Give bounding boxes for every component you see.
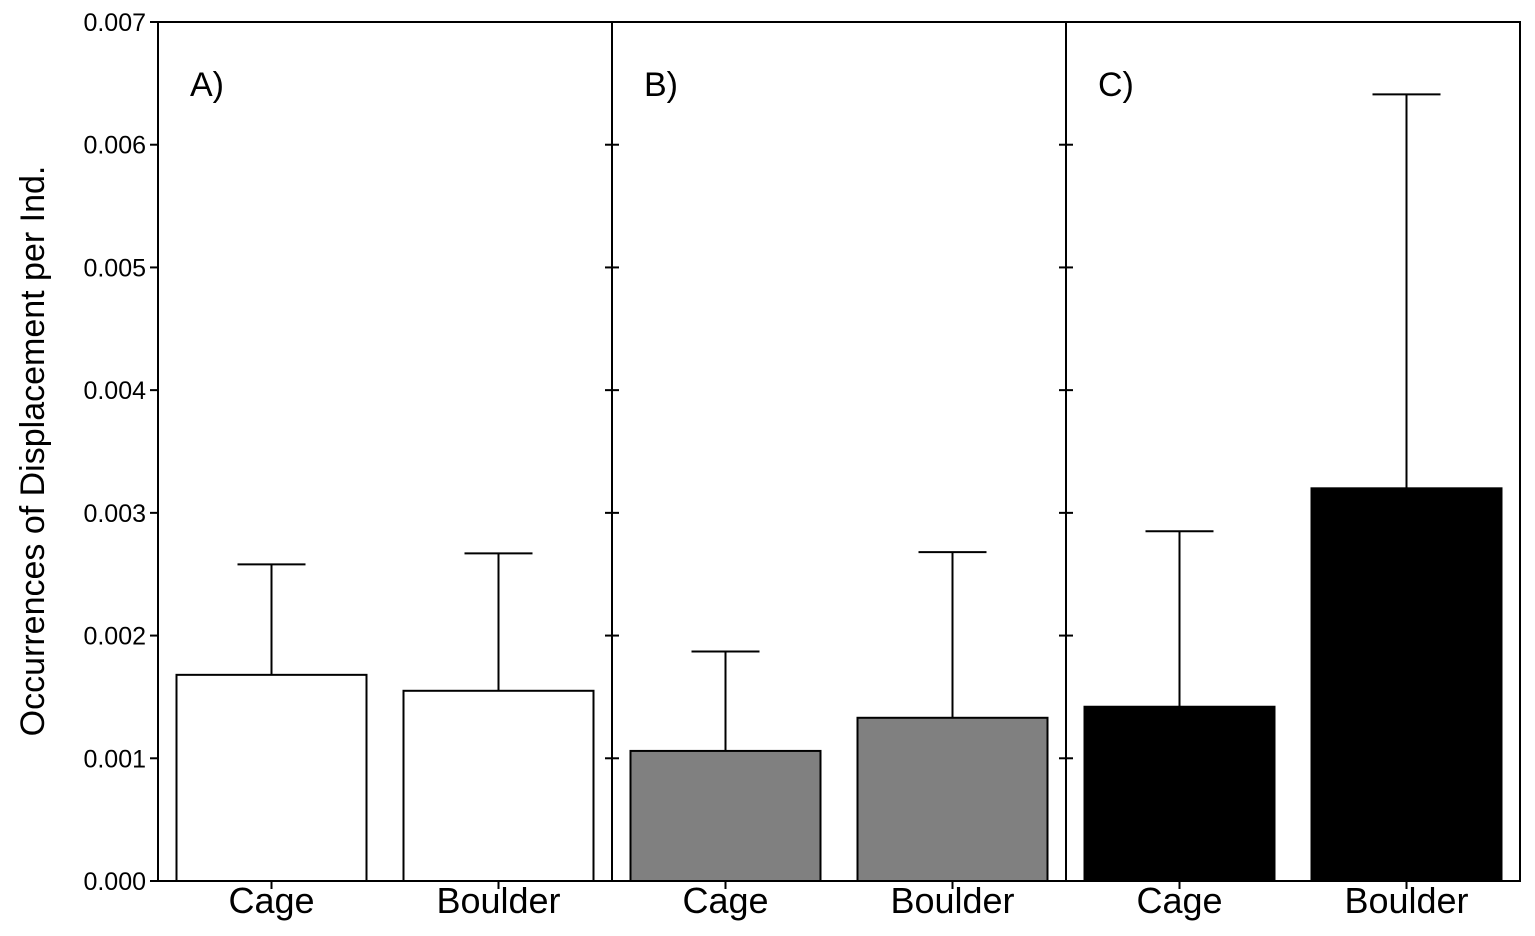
chart-panels: A) Cage Boulder B) Cage Boulder C) Cage Boulder	[175, 22, 1503, 921]
y-tick-label: 0.005	[83, 254, 146, 282]
x-tick-label: Boulder	[1344, 880, 1468, 921]
bar-boulder	[856, 716, 1049, 882]
x-tick-label: Cage	[1136, 880, 1222, 921]
y-axis-ticks: 0.000 0.001 0.002 0.003 0.004 0.005 0.006 0.007	[83, 9, 158, 896]
panel-label: B)	[644, 66, 678, 104]
y-tick-label: 0.004	[83, 377, 146, 405]
y-tick-label: 0.007	[83, 9, 146, 37]
bar-cage	[1083, 705, 1276, 883]
x-tick-label: Boulder	[436, 880, 560, 921]
y-tick-label: 0.006	[83, 132, 146, 160]
panel-label: A)	[190, 66, 224, 104]
x-tick-label: Boulder	[890, 880, 1014, 921]
y-tick-label: 0.002	[83, 623, 146, 651]
panel-2: B) Cage Boulder	[605, 22, 1049, 921]
plot-frame	[157, 21, 1521, 882]
x-tick-label: Cage	[228, 880, 314, 921]
bar-boulder	[402, 689, 595, 882]
y-axis-title: Occurrences of Displacement per Ind.	[14, 166, 52, 737]
panel-label: C)	[1098, 66, 1134, 104]
bar-boulder	[1310, 487, 1503, 882]
bar-cage	[629, 749, 822, 882]
panel-3: C) Cage Boulder	[1059, 22, 1503, 921]
y-tick-label: 0.003	[83, 500, 146, 528]
y-tick-label: 0.000	[83, 868, 146, 896]
y-tick-label: 0.001	[83, 745, 146, 773]
panel-1: A) Cage Boulder	[175, 66, 595, 921]
bar-cage	[175, 673, 368, 883]
x-tick-label: Cage	[682, 880, 768, 921]
